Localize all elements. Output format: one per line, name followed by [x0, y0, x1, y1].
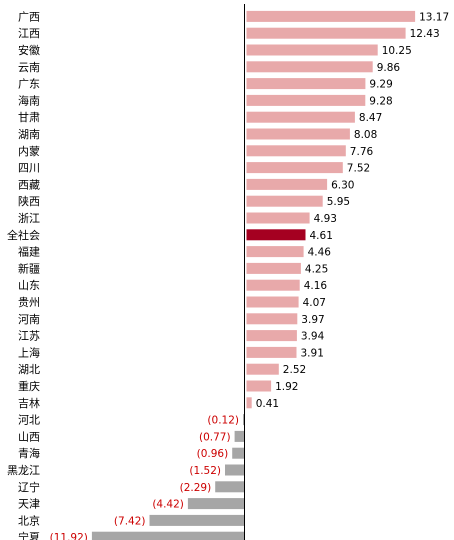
bar [246, 94, 366, 106]
category-label: 安徽 [18, 43, 40, 57]
bar [149, 514, 245, 526]
category-label: 海南 [18, 93, 40, 107]
category-label: 四川 [18, 162, 40, 175]
data-label: 0.41 [256, 398, 279, 410]
bar [246, 78, 366, 90]
category-label: 山东 [18, 279, 40, 292]
category-label: 河北 [18, 414, 40, 427]
bar [246, 296, 299, 308]
data-label: 4.16 [304, 280, 328, 292]
category-label: 福建 [18, 245, 40, 259]
data-label: 1.92 [275, 381, 298, 393]
data-label: 4.61 [310, 230, 333, 242]
category-label: 江苏 [18, 330, 40, 343]
bar [246, 262, 301, 274]
data-label: 3.97 [301, 314, 324, 326]
bar [246, 246, 304, 258]
category-label: 广东 [18, 78, 40, 91]
category-label: 青海 [18, 446, 40, 460]
category-label: 云南 [18, 61, 40, 74]
data-label: (0.77) [199, 431, 231, 443]
category-label: 浙江 [18, 212, 40, 225]
data-label: (0.96) [197, 448, 229, 460]
bar [246, 313, 298, 325]
data-label: 4.25 [305, 263, 328, 275]
bar [246, 10, 416, 22]
data-label: 7.52 [347, 163, 370, 175]
data-label: (2.29) [180, 482, 212, 494]
category-label: 甘肃 [18, 111, 40, 124]
category-label: 北京 [18, 513, 40, 527]
bar [91, 531, 245, 540]
data-label: 6.30 [331, 179, 354, 191]
bar [215, 481, 245, 493]
category-label: 山西 [18, 430, 40, 443]
category-label: 全社会 [7, 228, 40, 242]
category-label: 宁夏 [18, 530, 40, 540]
category-label: 西藏 [18, 178, 40, 191]
data-label: (4.42) [152, 499, 184, 511]
category-label: 内蒙 [18, 144, 40, 158]
bar [246, 162, 343, 174]
data-label: 4.07 [303, 297, 326, 309]
category-label: 贵州 [18, 296, 40, 309]
category-label: 天津 [18, 498, 40, 511]
data-label: 2.52 [283, 364, 306, 376]
data-label: 13.17 [419, 11, 449, 23]
data-label: 9.86 [377, 62, 401, 74]
bar [246, 145, 346, 157]
bar [246, 363, 279, 375]
bar [246, 346, 297, 358]
category-label: 江西 [18, 27, 40, 40]
category-label: 河南 [18, 313, 40, 326]
bar [246, 229, 306, 241]
data-label: 8.47 [359, 112, 382, 124]
category-label: 上海 [18, 345, 40, 359]
category-label: 辽宁 [18, 480, 40, 494]
data-label: 4.93 [314, 213, 337, 225]
data-label: (0.12) [207, 415, 239, 427]
bar [246, 330, 297, 342]
data-label: (11.92) [50, 532, 88, 540]
bar [246, 178, 328, 190]
data-label: 4.46 [308, 247, 332, 259]
bar [246, 44, 378, 56]
data-label: 3.94 [301, 331, 325, 343]
bar [234, 430, 245, 442]
category-label: 黑龙江 [7, 464, 40, 477]
bar [246, 212, 310, 224]
data-label: 10.25 [382, 45, 412, 57]
category-label: 湖北 [18, 363, 40, 376]
category-label: 广西 [18, 10, 40, 23]
data-label: 5.95 [327, 196, 350, 208]
category-label: 陕西 [18, 194, 40, 208]
data-label: (1.52) [189, 465, 221, 477]
bar [246, 111, 355, 123]
data-label: 7.76 [350, 146, 374, 158]
bar [225, 464, 245, 476]
bar [246, 397, 252, 409]
data-label: 8.08 [354, 129, 377, 141]
data-label: 3.91 [301, 347, 324, 359]
data-label: 9.29 [369, 79, 392, 91]
bar [246, 195, 323, 207]
category-label: 重庆 [18, 379, 40, 393]
bar [243, 414, 245, 426]
category-label: 吉林 [18, 396, 40, 410]
category-label: 新疆 [18, 261, 40, 275]
bar [246, 27, 406, 39]
bar [232, 447, 245, 459]
data-label: 12.43 [410, 28, 440, 40]
bar [246, 128, 350, 140]
bar [246, 61, 373, 73]
bar [246, 279, 300, 291]
bar [187, 498, 245, 510]
category-label: 湖南 [18, 128, 40, 141]
data-label: (7.42) [114, 515, 146, 527]
bar [246, 380, 272, 392]
data-label: 9.28 [369, 95, 392, 107]
